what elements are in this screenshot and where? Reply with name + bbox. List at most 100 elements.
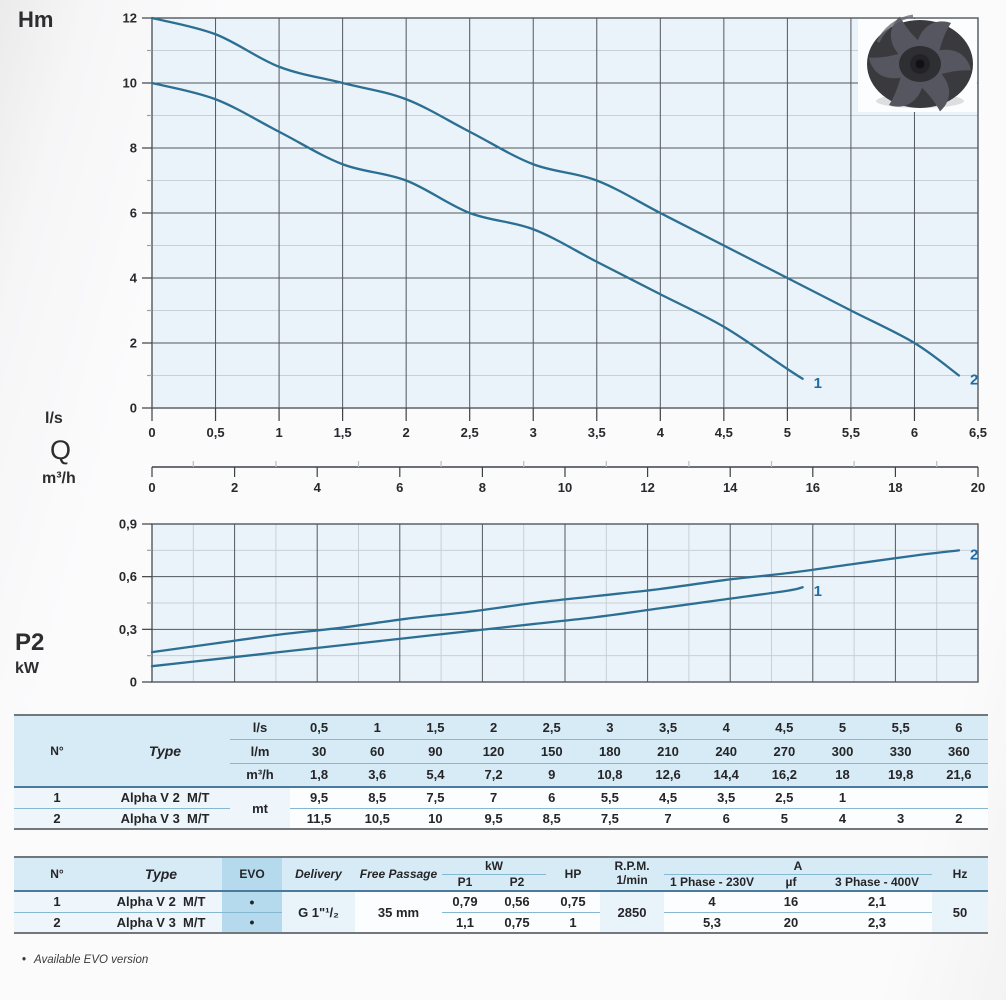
y-axis-tick-label: 10 bbox=[123, 76, 137, 91]
head-value-cell: 7 bbox=[638, 808, 698, 829]
3phase-current-value: 2,3 bbox=[822, 912, 932, 933]
head-value-cell: 8,5 bbox=[348, 787, 407, 809]
column-header-rpm: R.P.M. 1/min bbox=[600, 857, 664, 892]
flow-header-value: 300 bbox=[813, 739, 872, 764]
flow-header-value: 3 bbox=[580, 715, 639, 740]
free-passage-value: 35 mm bbox=[355, 891, 442, 933]
ls-axis-tick-label: 5,5 bbox=[842, 425, 860, 440]
head-value-cell: 2 bbox=[929, 808, 988, 829]
ls-axis-tick-label: 4,5 bbox=[715, 425, 733, 440]
head-axis-label: Hm bbox=[18, 7, 54, 32]
y-axis-tick-label: 0 bbox=[130, 401, 137, 416]
flow-header-value: 0,5 bbox=[290, 715, 349, 740]
m3h-axis-tick-label: 12 bbox=[640, 480, 654, 495]
flow-header-value: 3,5 bbox=[638, 715, 698, 740]
column-header-evo: EVO bbox=[222, 857, 282, 892]
ls-axis-tick-label: 6 bbox=[911, 425, 918, 440]
head-value-cell: 4 bbox=[813, 808, 872, 829]
y-axis-tick-label: 8 bbox=[130, 141, 137, 156]
flow-header-value: 90 bbox=[406, 739, 465, 764]
m3h-axis-tick-label: 18 bbox=[888, 480, 902, 495]
flow-header-value: 9 bbox=[522, 763, 581, 788]
pump-number: 1 bbox=[14, 787, 100, 809]
head-value-cell: 7,5 bbox=[406, 787, 465, 809]
power-axis-label: P2 bbox=[15, 629, 45, 656]
curve-label-1: 1 bbox=[814, 375, 822, 392]
rpm-header-line: 1/min bbox=[616, 873, 648, 887]
head-value-cell: 3,5 bbox=[697, 787, 756, 809]
head-value-cell: 9,5 bbox=[290, 787, 349, 809]
head-value-cell: 5,5 bbox=[580, 787, 639, 809]
m3h-axis-tick-label: 20 bbox=[971, 480, 985, 495]
head-value-cell: 1 bbox=[813, 787, 872, 809]
pump-type: Alpha V 2 M/T bbox=[100, 891, 222, 913]
flow-header-value: 5 bbox=[813, 715, 872, 740]
flow-header-value: 210 bbox=[638, 739, 698, 764]
head-value-cell: 5 bbox=[755, 808, 814, 829]
y-axis-tick-label: 2 bbox=[130, 336, 137, 351]
flow-header-value: 2 bbox=[464, 715, 523, 740]
table-row: l/m 30 60 90 120 150 180 210 240 270 300 330 360 bbox=[14, 739, 988, 764]
curve-1 bbox=[150, 81, 804, 380]
column-header-n: N° bbox=[14, 715, 100, 788]
1phase-current-value: 5,3 bbox=[664, 912, 760, 933]
ls-axis-tick-label: 2 bbox=[403, 425, 410, 440]
head-value-cell: 4,5 bbox=[638, 787, 698, 809]
unit-label-m³/h: m³/h bbox=[230, 763, 291, 788]
hp-value: 1 bbox=[546, 912, 600, 933]
column-header-type: Type bbox=[100, 715, 231, 788]
rpm-value: 2850 bbox=[600, 891, 664, 933]
y-axis-tick-label: 0,3 bbox=[119, 622, 137, 637]
curve-1 bbox=[150, 586, 804, 668]
y-axis-tick-label: 0,9 bbox=[119, 517, 137, 532]
flow-header-value: 1,5 bbox=[406, 715, 465, 740]
table-row: m³/h 1,8 3,6 5,4 7,2 9 10,8 12,6 14,4 16,2 18 19,8 2… bbox=[14, 763, 988, 788]
column-header-hz: Hz bbox=[932, 857, 988, 892]
ls-axis-tick-label: 1,5 bbox=[334, 425, 352, 440]
pump-number: 2 bbox=[53, 810, 61, 826]
y-axis-tick-label: 0 bbox=[130, 675, 137, 690]
uf-value: 20 bbox=[760, 912, 822, 933]
flow-header-value: 330 bbox=[871, 739, 930, 764]
3phase-current-value: 2,1 bbox=[822, 891, 932, 913]
flow-header-value: 180 bbox=[580, 739, 639, 764]
flow-header-value: 3,6 bbox=[348, 763, 407, 788]
m3h-axis-tick-label: 8 bbox=[479, 480, 486, 495]
curve-label-2: 2 bbox=[970, 372, 978, 389]
ls-axis-tick-label: 2,5 bbox=[461, 425, 479, 440]
y-axis-tick-label: 4 bbox=[130, 271, 138, 286]
column-header-p1: P1 bbox=[442, 874, 488, 892]
m3h-axis-tick-label: 10 bbox=[558, 480, 572, 495]
delivery-value: G 1"¹/₂ bbox=[282, 891, 355, 933]
footnote-bullet-icon: • bbox=[22, 954, 27, 966]
head-value-cell: 6 bbox=[697, 808, 756, 829]
1phase-current-value: 4 bbox=[664, 891, 760, 913]
flow-header-value: 150 bbox=[522, 739, 581, 764]
p1-value: 0,79 bbox=[442, 891, 488, 913]
ls-axis-tick-label: 3,5 bbox=[588, 425, 606, 440]
flow-header-value: 12,6 bbox=[638, 763, 698, 788]
pump-type: Alpha V 2 M/T bbox=[100, 787, 231, 809]
y-axis-tick-label: 0,6 bbox=[119, 569, 137, 584]
p1-value: 1,1 bbox=[442, 912, 488, 933]
head-value-cell: 7,5 bbox=[580, 808, 639, 829]
column-header-type: Type bbox=[100, 857, 222, 892]
ls-axis-tick-label: 5 bbox=[784, 425, 791, 440]
rpm-header-line: R.P.M. bbox=[614, 859, 650, 874]
ls-axis-tick-label: 0 bbox=[148, 425, 155, 440]
impeller-image bbox=[858, 14, 977, 112]
m3h-axis-tick-label: 0 bbox=[148, 480, 155, 495]
flow-header-value: 360 bbox=[929, 739, 988, 764]
curve-2 bbox=[150, 549, 961, 654]
flow-header-value: 2,5 bbox=[522, 715, 581, 740]
ls-axis-tick-label: 3 bbox=[530, 425, 537, 440]
flow-header-value: 18 bbox=[813, 763, 872, 788]
column-header-3phase: 3 Phase - 400V bbox=[822, 874, 932, 892]
flow-head-table: N° Type l/s 0,5 1 1,5 2 2,5 3 3,5 4 4,5 5 5,5 6 l/m 30 60… bbox=[14, 714, 988, 830]
y-axis-tick-label: 6 bbox=[130, 206, 137, 221]
ls-axis-tick-label: 4 bbox=[657, 425, 665, 440]
table-row: 1 Alpha V 2 M/T mt 9,5 8,5 7,5 7 6 5,5 4,5 3,5 2,5 1 bbox=[14, 787, 988, 816]
y-axis-tick-label: 12 bbox=[123, 11, 137, 26]
